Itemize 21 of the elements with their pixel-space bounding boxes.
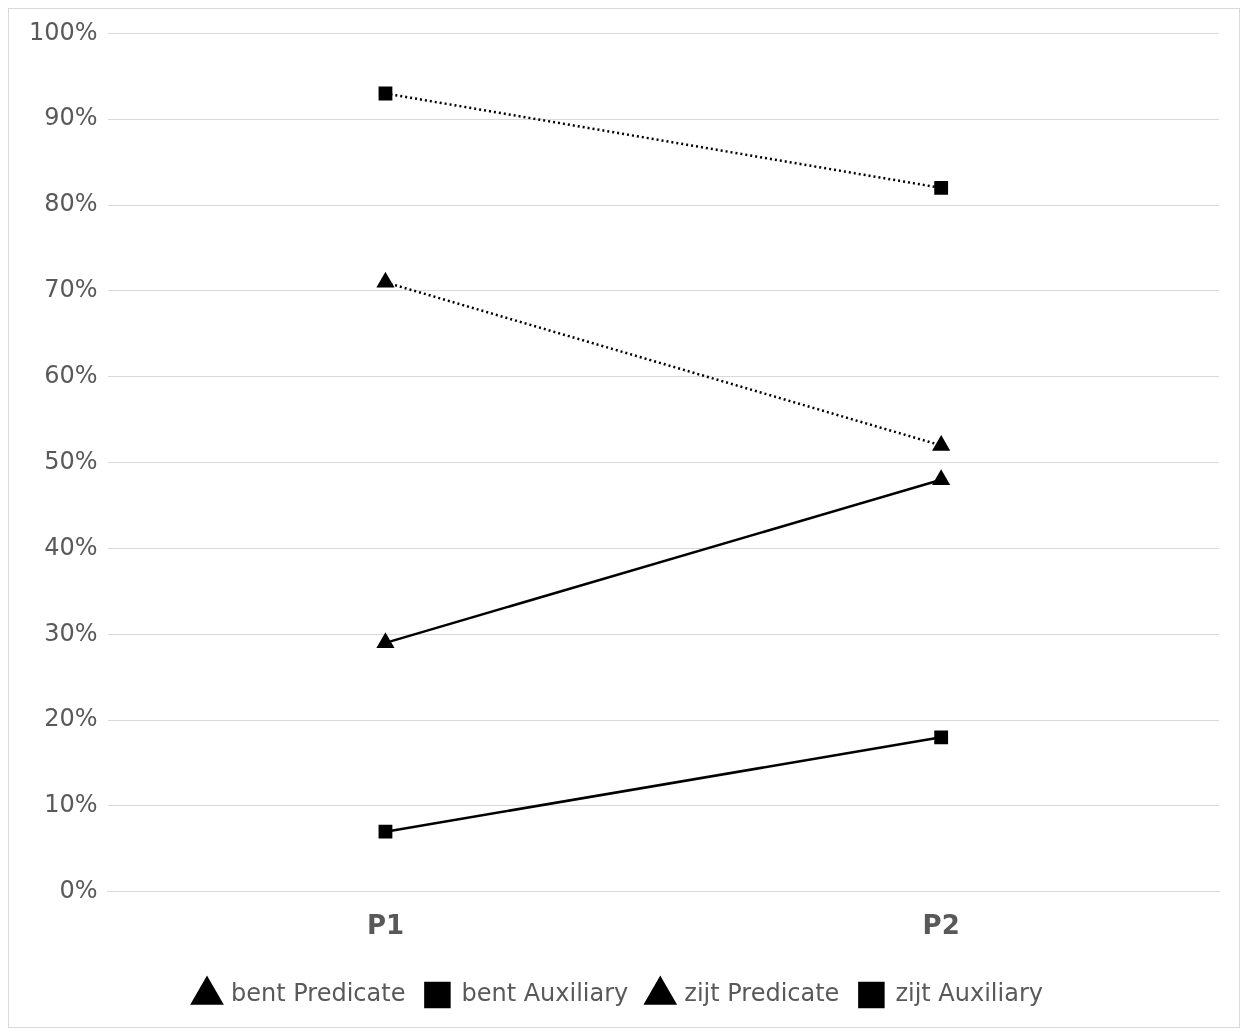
x-tick-label: P2 (922, 910, 960, 941)
legend-label: bent Predicate (231, 979, 406, 1008)
legend-label: zijt Predicate (684, 979, 840, 1008)
y-tick-label: 90% (44, 103, 98, 132)
y-tick-label: 20% (44, 704, 98, 733)
y-tick-label: 100% (28, 17, 98, 46)
y-tick-label: 40% (44, 532, 98, 561)
point (934, 181, 949, 195)
y-tick-label: 10% (44, 790, 98, 819)
legend-label: bent Auxiliary (461, 979, 629, 1008)
y-tick-label: 0% (59, 876, 98, 905)
y-tick-label: 80% (44, 189, 98, 218)
point (378, 824, 393, 839)
y-tick-label: 60% (44, 360, 98, 389)
point (378, 86, 393, 101)
y-tick-label: 50% (44, 446, 98, 475)
x-tick-label: P1 (366, 910, 405, 941)
point (934, 730, 949, 745)
legend-label: zijt Auxiliary (895, 979, 1043, 1008)
y-tick-label: 30% (44, 618, 98, 647)
y-tick-label: 70% (44, 275, 98, 304)
